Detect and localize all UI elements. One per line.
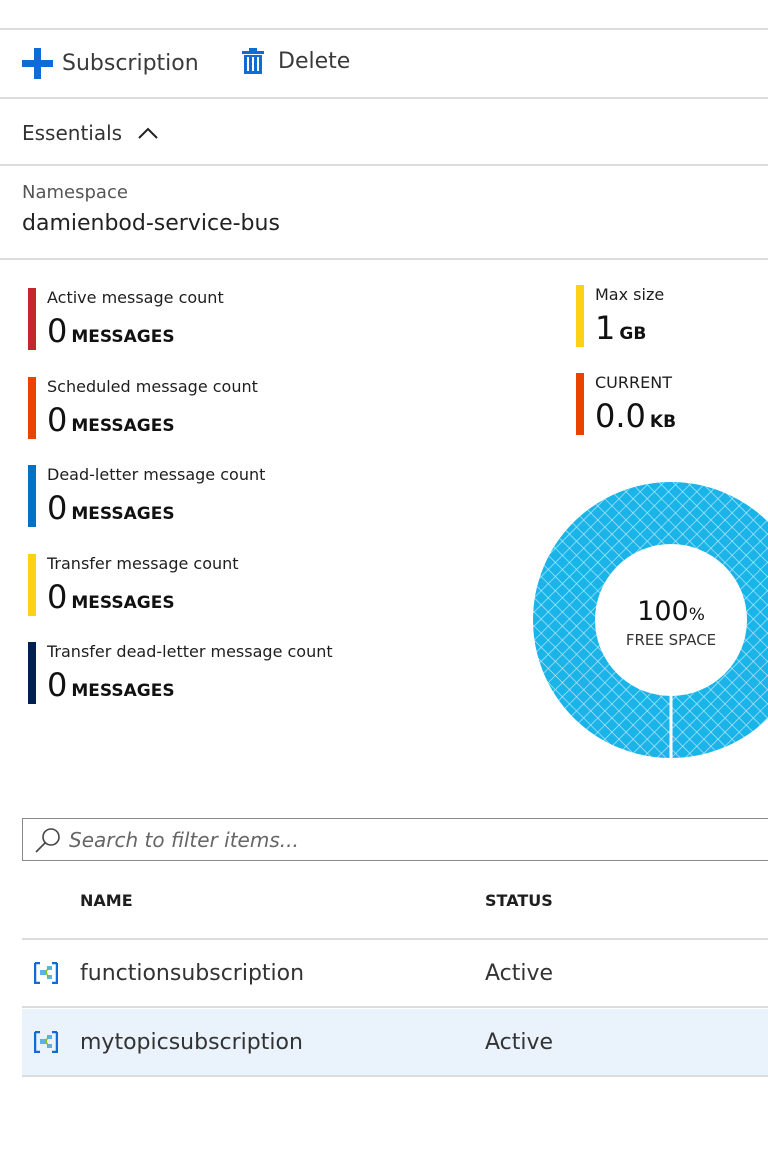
metric-color-bar <box>28 376 36 439</box>
metric-color-bar <box>28 642 36 704</box>
max-size-unit: GB <box>619 324 647 344</box>
divider <box>0 97 768 99</box>
add-subscription-button[interactable]: Subscription <box>22 48 199 79</box>
search-input[interactable]: Search to filter items... <box>22 818 768 861</box>
search-placeholder: Search to filter items... <box>69 827 299 852</box>
metric-color-bar <box>28 465 36 527</box>
divider <box>0 164 768 166</box>
metric-value: 0 <box>47 577 68 616</box>
divider <box>22 938 768 940</box>
row-status: Active <box>485 1029 554 1055</box>
metric-unit: MESSAGES <box>71 592 175 613</box>
metric-value: 0 <box>47 489 68 527</box>
chevron-up-icon <box>138 127 158 139</box>
subscription-icon <box>34 1031 58 1053</box>
essentials-label: Essentials <box>22 121 123 145</box>
metric-label: Active message count <box>47 288 224 307</box>
current-size-unit: KB <box>649 412 677 432</box>
metric-value: 0 <box>47 312 68 350</box>
metric-value: 0 <box>47 400 68 439</box>
metric-3: Transfer message count 0 MESSAGES <box>28 553 428 616</box>
metric-unit: MESSAGES <box>71 504 175 524</box>
current-size-color-bar <box>576 373 584 435</box>
search-icon <box>35 827 60 853</box>
free-space-donut: 100% FREE SPACE <box>533 482 768 760</box>
subscription-icon <box>34 962 58 984</box>
metric-unit: MESSAGES <box>71 681 175 701</box>
max-size-label: Max size <box>595 285 665 304</box>
delete-button[interactable]: Delete <box>242 48 350 74</box>
metric-label: Transfer dead-letter message count <box>47 642 333 661</box>
metric-label: Transfer message count <box>47 553 239 573</box>
row-name[interactable]: functionsubscription <box>80 960 305 986</box>
metric-2: Dead-letter message count 0 MESSAGES <box>28 465 428 527</box>
max-size-metric: Max size 1 GB <box>576 285 756 347</box>
metric-unit: MESSAGES <box>71 327 175 347</box>
metric-value: 0 <box>47 666 68 704</box>
metric-4: Transfer dead-letter message count 0 MESS… <box>28 642 428 704</box>
namespace-label: Namespace <box>22 182 128 203</box>
table-row[interactable]: mytopicsubscription Active <box>22 1009 768 1077</box>
delete-label: Delete <box>278 48 351 74</box>
svg-text:100%: 100% <box>637 596 705 627</box>
donut-percent: 100 <box>637 596 689 627</box>
metric-unit: MESSAGES <box>71 415 175 436</box>
namespace-value: damienbod-service-bus <box>22 211 280 236</box>
current-size-metric: CURRENT 0.0 KB <box>576 373 756 435</box>
plus-icon <box>22 48 53 79</box>
divider <box>0 28 768 30</box>
current-size-value: 0.0 <box>595 397 646 435</box>
table-row[interactable]: functionsubscription Active <box>22 940 768 1008</box>
column-header-name[interactable]: NAME <box>80 891 133 910</box>
row-status: Active <box>485 960 554 986</box>
max-size-value: 1 <box>595 309 616 347</box>
metric-0: Active message count 0 MESSAGES <box>28 288 428 350</box>
metric-label: Scheduled message count <box>47 376 258 396</box>
column-header-status[interactable]: STATUS <box>485 891 553 910</box>
metric-1: Scheduled message count 0 MESSAGES <box>28 376 428 439</box>
metric-color-bar <box>28 288 36 350</box>
donut-label: FREE SPACE <box>626 631 716 649</box>
add-subscription-label: Subscription <box>62 51 199 76</box>
row-name[interactable]: mytopicsubscription <box>80 1029 303 1055</box>
trash-icon <box>242 48 264 74</box>
donut-percent-sign: % <box>689 605 705 625</box>
max-size-color-bar <box>576 285 584 347</box>
divider <box>0 258 768 260</box>
metric-label: Dead-letter message count <box>47 465 266 484</box>
current-size-label: CURRENT <box>595 373 672 392</box>
metric-color-bar <box>28 553 36 616</box>
essentials-toggle[interactable]: Essentials <box>22 121 158 145</box>
